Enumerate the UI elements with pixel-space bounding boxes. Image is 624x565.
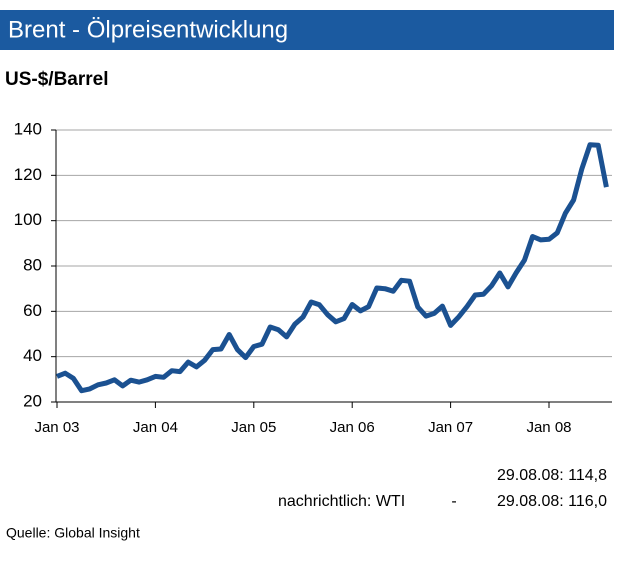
- y-tick-label: 20: [23, 391, 42, 410]
- x-tick-label: Jan 08: [526, 419, 571, 436]
- y-tick-label: 100: [14, 210, 42, 229]
- y-axis-label: US-$/Barrel: [5, 69, 109, 90]
- chart-title: Brent - Ölpreisentwicklung: [8, 16, 288, 43]
- annotation: 29.08.08: 116,0: [497, 493, 607, 510]
- source: Quelle: Global Insight: [6, 525, 140, 541]
- y-tick-label: 60: [23, 301, 42, 320]
- x-tick-label: Jan 07: [428, 419, 473, 436]
- y-tick-label: 80: [23, 255, 42, 274]
- title-bar: [0, 10, 614, 50]
- y-tick-label: 120: [14, 165, 42, 184]
- annotation: nachrichtlich: WTI: [278, 493, 405, 510]
- x-tick-label: Jan 04: [133, 419, 178, 436]
- x-tick-label: Jan 06: [330, 419, 375, 436]
- x-tick-label: Jan 05: [231, 419, 276, 436]
- y-tick-label: 140: [14, 119, 42, 138]
- annotation: 29.08.08: 114,8: [497, 467, 607, 484]
- line: [56, 142, 609, 394]
- x-tick-label: Jan 03: [34, 419, 79, 436]
- annotation: -: [451, 493, 456, 510]
- y-tick-label: 40: [23, 346, 42, 365]
